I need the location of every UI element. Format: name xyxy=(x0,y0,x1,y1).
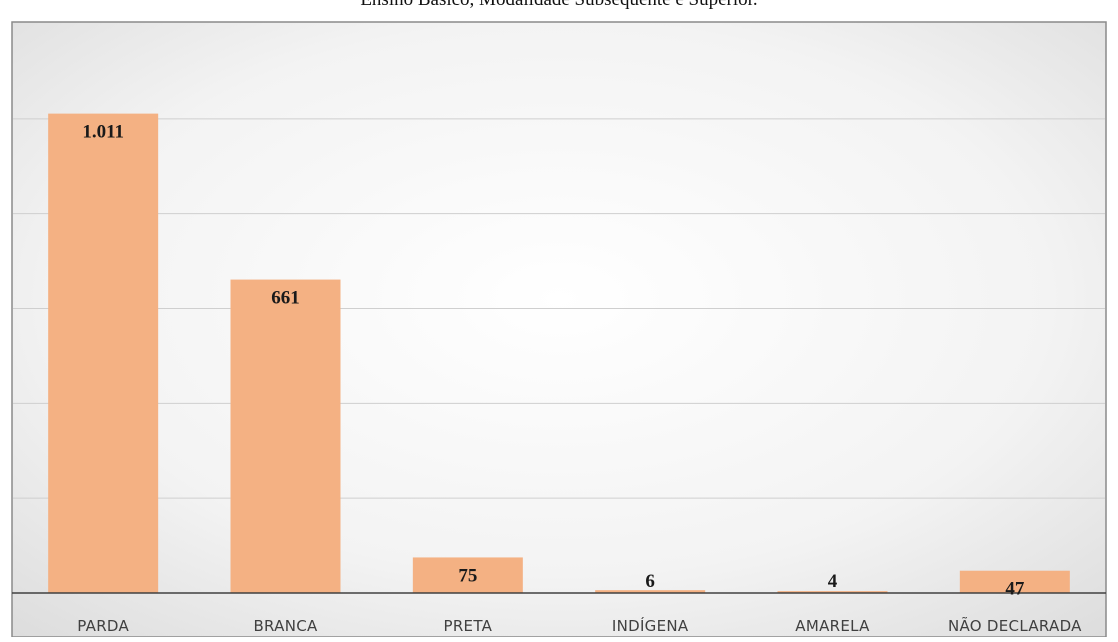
bar-1 xyxy=(231,280,341,593)
value-label-5: 47 xyxy=(1005,579,1025,600)
category-label-3: INDÍGENA xyxy=(612,616,689,635)
value-label-4: 4 xyxy=(828,571,838,592)
category-label-4: AMARELA xyxy=(795,617,870,635)
category-label-2: PRETA xyxy=(443,617,492,635)
plot-background xyxy=(12,22,1106,637)
category-label-1: BRANCA xyxy=(253,617,318,635)
value-label-0: 1.011 xyxy=(82,122,124,143)
category-label-0: PARDA xyxy=(77,617,129,635)
value-label-1: 661 xyxy=(271,288,300,309)
value-label-3: 6 xyxy=(645,571,655,592)
bar-0 xyxy=(48,114,158,593)
value-label-2: 75 xyxy=(458,565,477,586)
category-label-5: NÃO DECLARADA xyxy=(948,616,1082,635)
